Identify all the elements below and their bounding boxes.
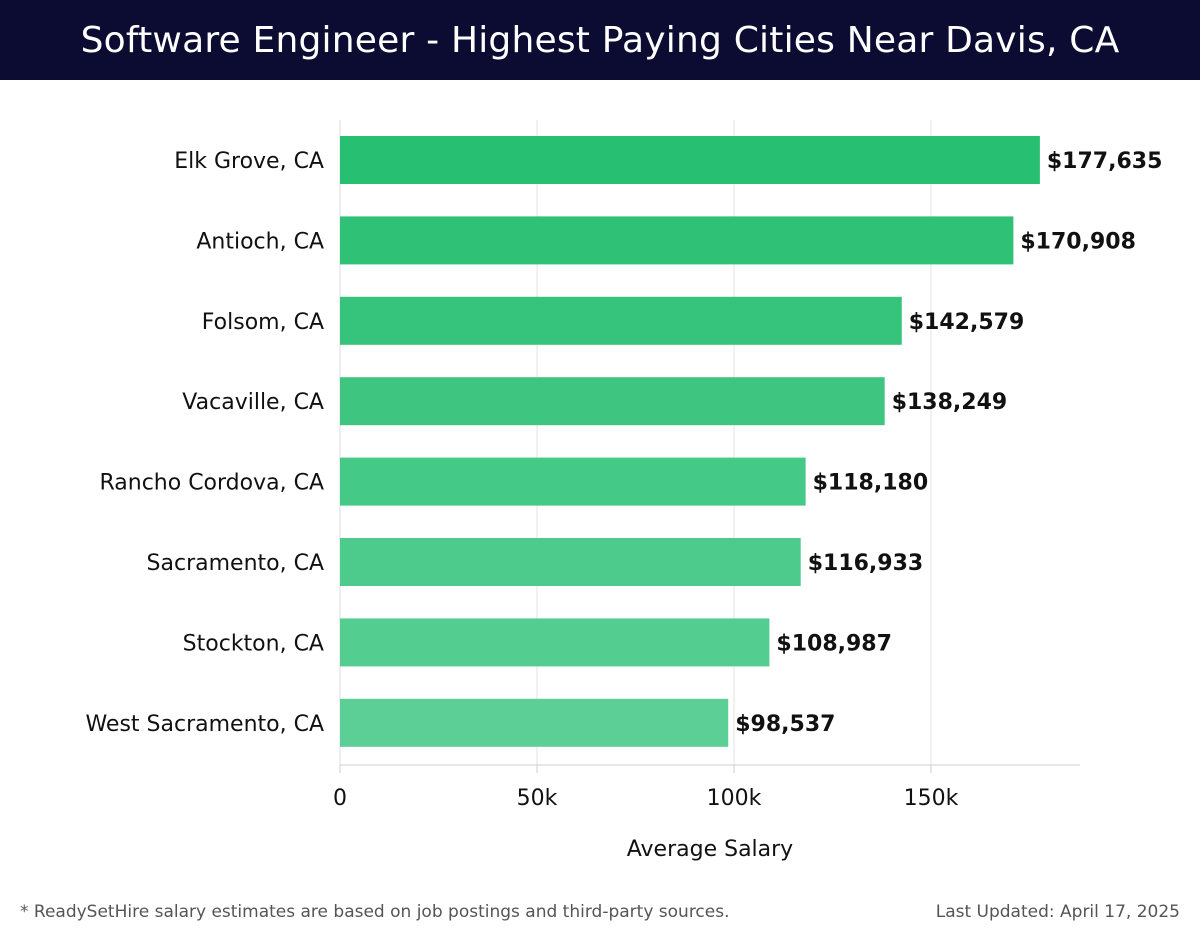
category-label: Folsom, CA xyxy=(202,310,324,335)
category-label: Antioch, CA xyxy=(196,229,324,254)
bar-chart: Elk Grove, CA $177,635 Antioch, CA $170,908… xyxy=(85,120,1163,862)
bar xyxy=(340,698,729,747)
x-tick-label: 50k xyxy=(517,786,558,811)
value-label: $142,579 xyxy=(909,310,1025,335)
x-tick-label: 0 xyxy=(333,786,347,811)
value-label: $177,635 xyxy=(1047,149,1163,174)
x-tick-label: 150k xyxy=(904,786,959,811)
x-axis-title: Average Salary xyxy=(627,837,793,862)
bar xyxy=(340,457,806,506)
category-label: Stockton, CA xyxy=(183,631,324,656)
bar xyxy=(340,216,1014,265)
value-label: $118,180 xyxy=(813,471,929,496)
bar xyxy=(340,136,1040,184)
value-label: $138,249 xyxy=(892,390,1008,415)
bar xyxy=(340,538,801,586)
category-label: West Sacramento, CA xyxy=(85,712,324,737)
footer-updated: Last Updated: April 17, 2025 xyxy=(935,902,1180,922)
bar xyxy=(340,377,885,426)
category-label: Vacaville, CA xyxy=(182,390,324,415)
bar xyxy=(340,296,902,345)
chart-header: Software Engineer - Highest Paying Citie… xyxy=(0,0,1200,80)
value-label: $116,933 xyxy=(808,551,924,576)
x-tick-label: 100k xyxy=(707,786,762,811)
footer-note: * ReadySetHire salary estimates are base… xyxy=(20,902,730,922)
category-label: Sacramento, CA xyxy=(147,551,324,576)
value-label: $170,908 xyxy=(1020,229,1136,254)
category-label: Rancho Cordova, CA xyxy=(99,471,324,496)
bar xyxy=(340,618,770,667)
value-label: $98,537 xyxy=(735,712,835,737)
value-label: $108,987 xyxy=(776,631,892,656)
category-label: Elk Grove, CA xyxy=(174,149,324,174)
chart-title: Software Engineer - Highest Paying Citie… xyxy=(80,19,1120,61)
